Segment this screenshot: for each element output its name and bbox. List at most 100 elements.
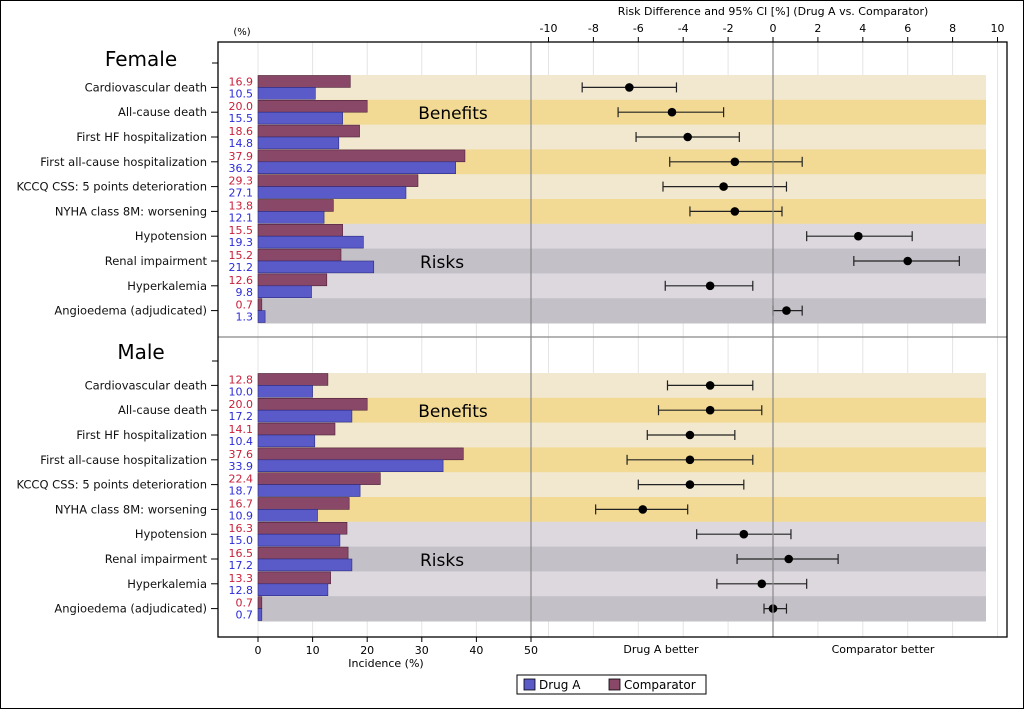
drug-a-bar bbox=[257, 459, 444, 472]
comparator-bar bbox=[257, 596, 263, 609]
rd-point bbox=[705, 281, 715, 291]
row-band bbox=[258, 124, 986, 150]
drug-a-value-label: 19.3 bbox=[229, 236, 254, 249]
legend: Drug A Comparator bbox=[516, 674, 707, 695]
rd-point bbox=[705, 381, 715, 390]
comparator-value-label: 15.5 bbox=[229, 224, 254, 237]
drug-a-value-label: 10.9 bbox=[229, 509, 254, 522]
comparator-value-label: 22.4 bbox=[229, 473, 254, 486]
row-label: Hyperkalemia bbox=[127, 577, 207, 591]
drug-a-value-label: 21.2 bbox=[229, 261, 254, 274]
row-band bbox=[258, 596, 986, 622]
row-label: Hyperkalemia bbox=[127, 279, 207, 293]
drug-a-bar bbox=[257, 87, 316, 100]
rd-point bbox=[730, 207, 740, 216]
comparator-value-label: 16.3 bbox=[229, 522, 254, 535]
benefits-label: Benefits bbox=[418, 402, 488, 422]
comparator-value-label: 20.0 bbox=[229, 100, 254, 113]
drug-a-bar bbox=[257, 509, 318, 522]
comparator-bar bbox=[257, 100, 368, 113]
comparator-bar bbox=[257, 124, 360, 138]
legend-swatch-drug-a bbox=[523, 678, 536, 691]
rd-point bbox=[854, 231, 863, 241]
comparator-bar bbox=[257, 149, 466, 163]
comparator-value-label: 37.9 bbox=[229, 150, 254, 163]
incidence-tick-label: 30 bbox=[415, 644, 429, 657]
legend-label-comparator: Comparator bbox=[624, 678, 696, 692]
incidence-unit-label: (%) bbox=[233, 27, 250, 38]
rd-point bbox=[739, 529, 749, 539]
comparator-bar bbox=[257, 373, 329, 386]
rd-tick-label: 8 bbox=[949, 22, 956, 35]
drug-a-bar bbox=[257, 235, 364, 249]
drug-a-value-label: 15.5 bbox=[229, 112, 254, 125]
row-label: Cardiovascular death bbox=[85, 80, 207, 94]
rd-tick-label: 6 bbox=[904, 22, 911, 35]
legend-label-drug-a: Drug A bbox=[539, 678, 581, 692]
rd-point bbox=[903, 256, 912, 266]
rd-point bbox=[784, 554, 794, 564]
drug-a-value-label: 14.8 bbox=[229, 137, 254, 150]
rd-point bbox=[685, 430, 695, 440]
row-label: All-cause death bbox=[118, 403, 207, 417]
rd-tick-label: 10 bbox=[991, 22, 1005, 35]
rd-point bbox=[683, 132, 692, 142]
row-label: Cardiovascular death bbox=[85, 378, 207, 392]
comparator-value-label: 20.0 bbox=[229, 398, 254, 411]
favor-right-label: Comparator better bbox=[832, 643, 935, 656]
incidence-tick-label: 10 bbox=[306, 644, 320, 657]
incidence-tick-label: 0 bbox=[255, 644, 262, 657]
drug-a-bar bbox=[257, 186, 407, 199]
rd-tick-label: -4 bbox=[678, 22, 689, 35]
incidence-tick-label: 40 bbox=[469, 644, 483, 657]
drug-a-bar bbox=[257, 558, 353, 572]
rd-point bbox=[782, 306, 791, 315]
drug-a-value-label: 17.2 bbox=[229, 559, 254, 572]
comparator-value-label: 12.6 bbox=[229, 274, 254, 287]
row-band bbox=[258, 571, 986, 597]
row-label: KCCQ CSS: 5 points deterioration bbox=[16, 180, 207, 194]
comparator-value-label: 16.7 bbox=[229, 497, 254, 510]
row-band bbox=[258, 546, 986, 572]
row-label: KCCQ CSS: 5 points deterioration bbox=[16, 478, 207, 492]
risks-label: Risks bbox=[420, 253, 464, 273]
incidence-tick-label: 50 bbox=[524, 644, 538, 657]
row-band bbox=[258, 273, 986, 299]
rd-point bbox=[625, 83, 634, 92]
drug-a-value-label: 33.9 bbox=[229, 460, 254, 473]
drug-a-value-label: 1.3 bbox=[236, 311, 254, 324]
drug-a-bar bbox=[257, 484, 361, 497]
comparator-value-label: 16.9 bbox=[229, 75, 254, 88]
drug-a-value-label: 9.8 bbox=[236, 286, 254, 299]
drug-a-bar bbox=[257, 533, 341, 547]
rd-tick-label: -6 bbox=[633, 22, 644, 35]
row-label: Renal impairment bbox=[105, 254, 208, 268]
drug-a-bar bbox=[257, 310, 266, 323]
rd-tick-label: 2 bbox=[814, 22, 821, 35]
incidence-tick-label: 20 bbox=[360, 644, 374, 657]
comparator-bar bbox=[257, 571, 331, 585]
drug-a-bar bbox=[257, 136, 340, 150]
comparator-value-label: 0.7 bbox=[236, 299, 254, 312]
plot-frame bbox=[217, 41, 1008, 638]
comparator-bar bbox=[257, 447, 464, 461]
row-band bbox=[258, 521, 986, 548]
row-band bbox=[258, 298, 986, 324]
row-band bbox=[258, 199, 986, 225]
drug-a-value-label: 36.2 bbox=[229, 162, 254, 175]
row-band bbox=[258, 422, 986, 448]
comparator-bar bbox=[257, 75, 351, 88]
row-band bbox=[258, 373, 986, 399]
rd-tick-label: 4 bbox=[859, 22, 866, 35]
risks-label: Risks bbox=[420, 551, 464, 571]
axes: -10 -8 -6 -4 -2 0 2 4 6 8 10 0 10 20 30 40 50 bbox=[217, 22, 1008, 657]
row-label: NYHA class 8M: worsening bbox=[55, 502, 207, 516]
drug-a-value-label: 18.7 bbox=[229, 485, 254, 498]
panel-title: Female bbox=[105, 47, 177, 71]
rd-point bbox=[757, 579, 767, 589]
comparator-value-label: 13.3 bbox=[229, 572, 254, 585]
comparator-bar bbox=[257, 174, 419, 187]
